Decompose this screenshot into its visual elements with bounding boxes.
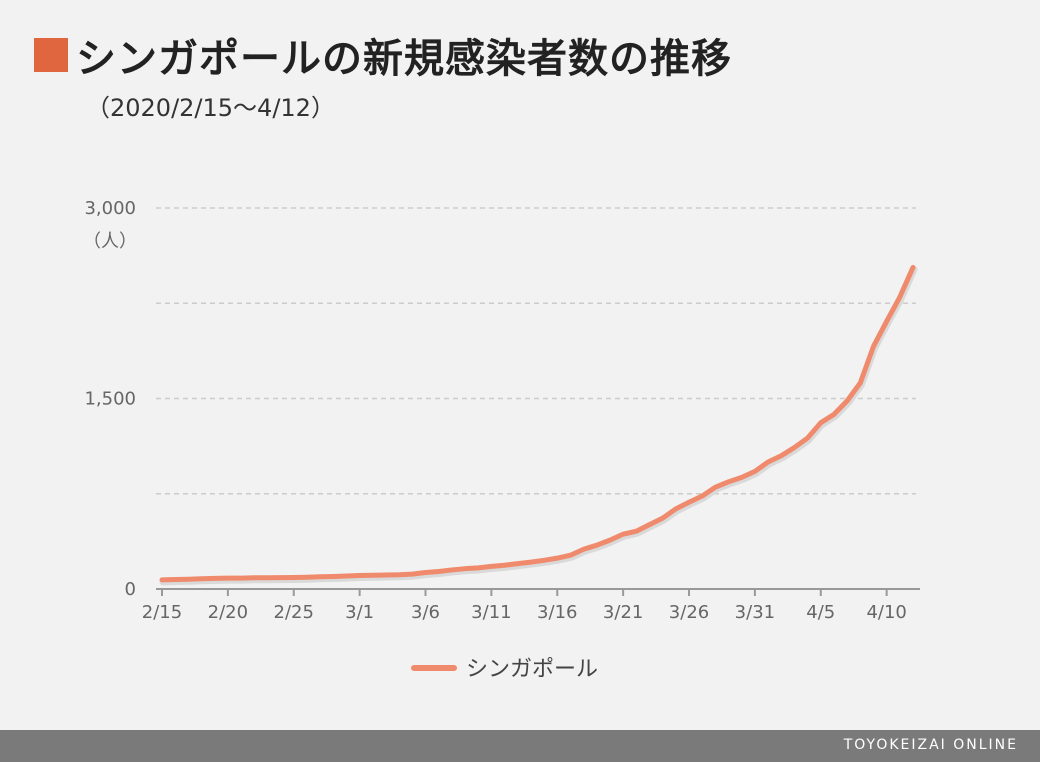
series-line-shadow (159, 265, 918, 586)
data-point (384, 573, 388, 577)
y-tick-label: 1,500 (84, 389, 136, 410)
data-point (292, 575, 296, 579)
x-tick-label: 2/15 (142, 602, 182, 623)
data-point (911, 265, 915, 269)
data-point (647, 523, 651, 527)
chart-subtitle: （2020/2/15～4/12） (86, 94, 335, 122)
data-point (516, 562, 520, 566)
data-point (239, 576, 243, 580)
x-tick-label: 3/11 (471, 602, 511, 623)
data-point (371, 573, 375, 577)
x-tick-label: 4/10 (866, 602, 906, 623)
data-point (792, 446, 796, 450)
data-point (819, 421, 823, 425)
data-point (173, 577, 177, 581)
data-point (252, 576, 256, 580)
data-point (358, 574, 362, 578)
x-tick-label: 3/6 (411, 602, 440, 623)
data-point (186, 577, 190, 581)
data-point (542, 558, 546, 562)
chart-title: シンガポールの新規感染者数の推移 (76, 36, 732, 82)
x-tick-label: 2/20 (208, 602, 248, 623)
data-point (779, 454, 783, 458)
data-point (595, 543, 599, 547)
data-point (489, 564, 493, 568)
y-tick-label: 3,000 (84, 198, 136, 219)
footer-brand: TOYOKEIZAI ONLINE (843, 737, 1018, 753)
data-point (226, 576, 230, 580)
data-point (832, 412, 836, 416)
data-point (331, 575, 335, 579)
data-point (753, 469, 757, 473)
data-point (463, 567, 467, 571)
data-point (700, 494, 704, 498)
data-point (450, 568, 454, 572)
data-point (687, 500, 691, 504)
data-point (410, 572, 414, 576)
x-tick-label: 3/31 (735, 602, 775, 623)
data-point (213, 576, 217, 580)
x-tick-label: 3/26 (669, 602, 709, 623)
x-tick-label: 3/21 (603, 602, 643, 623)
data-point (661, 516, 665, 520)
data-point (397, 573, 401, 577)
legend-label: シンガポール (466, 657, 598, 682)
data-point (344, 574, 348, 578)
data-point (634, 529, 638, 533)
x-tick-label: 3/16 (537, 602, 577, 623)
x-tick-label: 3/1 (345, 602, 374, 623)
data-point (555, 556, 559, 560)
data-point (529, 560, 533, 564)
footer-bar: TOYOKEIZAI ONLINE (0, 730, 1040, 762)
data-point (279, 576, 283, 580)
data-point (160, 578, 164, 582)
x-tick-label: 4/5 (806, 602, 835, 623)
data-point (318, 575, 322, 579)
data-point (806, 436, 810, 440)
data-point (845, 399, 849, 403)
data-point (885, 319, 889, 323)
series-line-singapore (159, 264, 916, 583)
data-point (265, 576, 269, 580)
data-point (305, 575, 309, 579)
data-point (582, 547, 586, 551)
data-point (608, 538, 612, 542)
y-axis-unit-label: （人） (83, 231, 137, 252)
y-tick-label: 0 (125, 579, 136, 600)
data-point (621, 532, 625, 536)
data-point (713, 485, 717, 489)
data-point (766, 460, 770, 464)
data-point (740, 475, 744, 479)
data-point (503, 563, 507, 567)
title-square-icon (34, 38, 68, 72)
data-point (858, 381, 862, 385)
data-point (568, 553, 572, 557)
x-tick-label: 2/25 (274, 602, 314, 623)
data-point (476, 566, 480, 570)
data-point (674, 507, 678, 511)
data-point (727, 480, 731, 484)
title-row: シンガポールの新規感染者数の推移 (34, 26, 732, 84)
data-point (437, 569, 441, 573)
data-point (871, 344, 875, 348)
data-point (200, 577, 204, 581)
data-point (424, 570, 428, 574)
data-point (898, 295, 902, 299)
